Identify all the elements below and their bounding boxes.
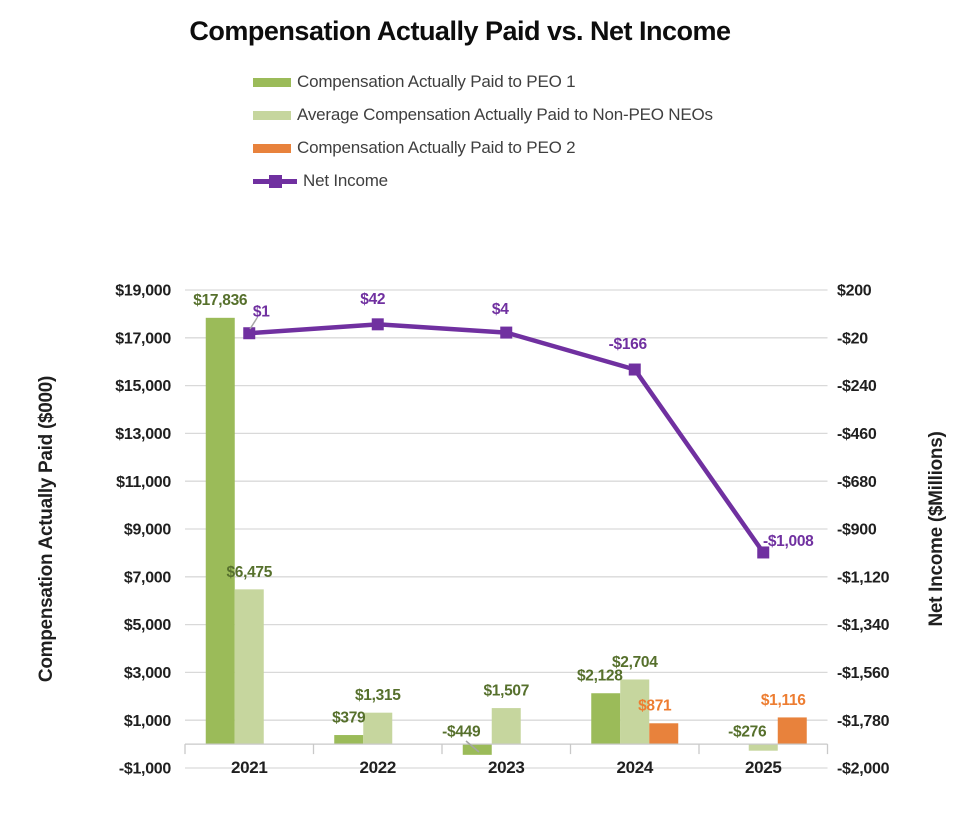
right-axis-tick-label: -$1,780	[837, 713, 890, 730]
legend-line-marker-net-income	[253, 174, 297, 188]
net-income-marker-2022	[371, 318, 384, 331]
right-axis-tick-label: -$680	[837, 474, 877, 491]
data-label-non-peo-neos-2021: $6,475	[226, 564, 272, 581]
chart-title: Compensation Actually Paid vs. Net Incom…	[189, 16, 731, 46]
left-axis-tick-label: $13,000	[115, 426, 171, 443]
data-label-peo2-2024: $871	[638, 698, 672, 715]
x-axis-label-2021: 2021	[231, 758, 268, 777]
data-label-net-income-2021: $1	[253, 304, 270, 321]
left-axis-tick-label: $15,000	[115, 378, 171, 395]
bar-non-peo-neos-2025	[748, 744, 778, 751]
legend-label: Compensation Actually Paid to PEO 1	[297, 72, 576, 91]
data-label-non-peo-neos-2025: -$276	[728, 724, 767, 741]
legend-label: Net Income	[303, 171, 388, 190]
data-label-net-income-2025: -$1,008	[763, 533, 814, 550]
left-axis-tick-label: $17,000	[115, 330, 171, 347]
x-axis-label-2024: 2024	[616, 758, 653, 777]
legend-item-peo1: Compensation Actually Paid to PEO 1	[253, 71, 576, 93]
bar-peo2-2024	[649, 723, 679, 745]
right-axis-tick-label: $200	[837, 283, 872, 300]
data-label-peo1-2022: $379	[332, 709, 366, 726]
data-label-net-income-2022: $42	[360, 291, 385, 308]
label-leader-line	[249, 317, 258, 330]
data-label-net-income-2024: -$166	[609, 336, 648, 353]
net-income-marker-2021	[243, 327, 256, 340]
legend-item-peo2: Compensation Actually Paid to PEO 2	[253, 137, 576, 159]
right-axis-tick-label: -$2,000	[837, 761, 890, 778]
right-axis-tick-label: -$1,340	[837, 617, 890, 634]
left-axis-tick-label: $5,000	[124, 617, 172, 634]
left-axis-tick-label: -$1,000	[119, 761, 172, 778]
data-label-non-peo-neos-2024: $2,704	[612, 654, 658, 671]
x-axis-label-2022: 2022	[359, 758, 396, 777]
right-axis-tick-label: -$900	[837, 522, 877, 539]
data-label-peo1-2023: -$449	[442, 724, 481, 741]
left-axis-tick-label: $19,000	[115, 283, 171, 300]
left-axis-tick-label: $3,000	[124, 665, 172, 682]
data-label-non-peo-neos-2022: $1,315	[355, 687, 401, 704]
label-leader-line	[465, 740, 480, 753]
legend-label: Compensation Actually Paid to PEO 2	[297, 138, 576, 157]
right-axis-tick-label: -$460	[837, 426, 877, 443]
legend-label: Average Compensation Actually Paid to No…	[297, 105, 713, 124]
bar-peo1-2024	[591, 693, 621, 745]
legend-item-non-peo-neos: Average Compensation Actually Paid to No…	[253, 104, 713, 126]
left-axis-tick-label: $1,000	[124, 713, 172, 730]
legend-item-net-income: Net Income	[253, 170, 388, 192]
left-axis-tick-label: $11,000	[116, 474, 171, 491]
bar-peo1-2023	[462, 744, 492, 755]
x-axis-label-2023: 2023	[488, 758, 525, 777]
data-label-net-income-2023: $4	[492, 301, 509, 318]
right-axis-tick-label: -$240	[837, 378, 877, 395]
bar-non-peo-neos-2024	[620, 679, 650, 745]
net-income-marker-2025	[757, 546, 770, 559]
data-label-non-peo-neos-2023: $1,507	[483, 683, 529, 700]
x-axis-label-2025: 2025	[745, 758, 782, 777]
bar-non-peo-neos-2021	[234, 589, 264, 745]
bar-non-peo-neos-2022	[363, 712, 393, 745]
net-income-line	[249, 322, 766, 554]
legend-swatch-peo1	[253, 77, 291, 87]
right-axis-tick-label: -$1,120	[837, 569, 890, 586]
right-axis-title: Net Income ($Millions)	[926, 431, 947, 627]
legend-swatch-peo2	[253, 143, 291, 153]
bar-peo2-2025	[777, 717, 807, 745]
left-axis-title: Compensation Actually Paid ($000)	[36, 375, 57, 683]
bar-non-peo-neos-2023	[491, 708, 521, 745]
data-label-peo2-2025: $1,116	[761, 692, 806, 709]
right-axis-tick-label: -$1,560	[837, 665, 890, 682]
left-axis-tick-label: $9,000	[124, 522, 172, 539]
bar-peo1-2021	[205, 317, 235, 745]
net-income-marker-2024	[628, 363, 641, 376]
data-label-peo1-2024: $2,128	[577, 668, 623, 685]
net-income-marker-2023	[500, 326, 513, 339]
left-axis-tick-label: $7,000	[124, 569, 172, 586]
bar-peo1-2022	[334, 735, 364, 745]
legend-swatch-non-peo-neos	[253, 110, 291, 120]
data-label-peo1-2021: $17,836	[193, 292, 248, 309]
right-axis-tick-label: -$20	[837, 330, 868, 347]
